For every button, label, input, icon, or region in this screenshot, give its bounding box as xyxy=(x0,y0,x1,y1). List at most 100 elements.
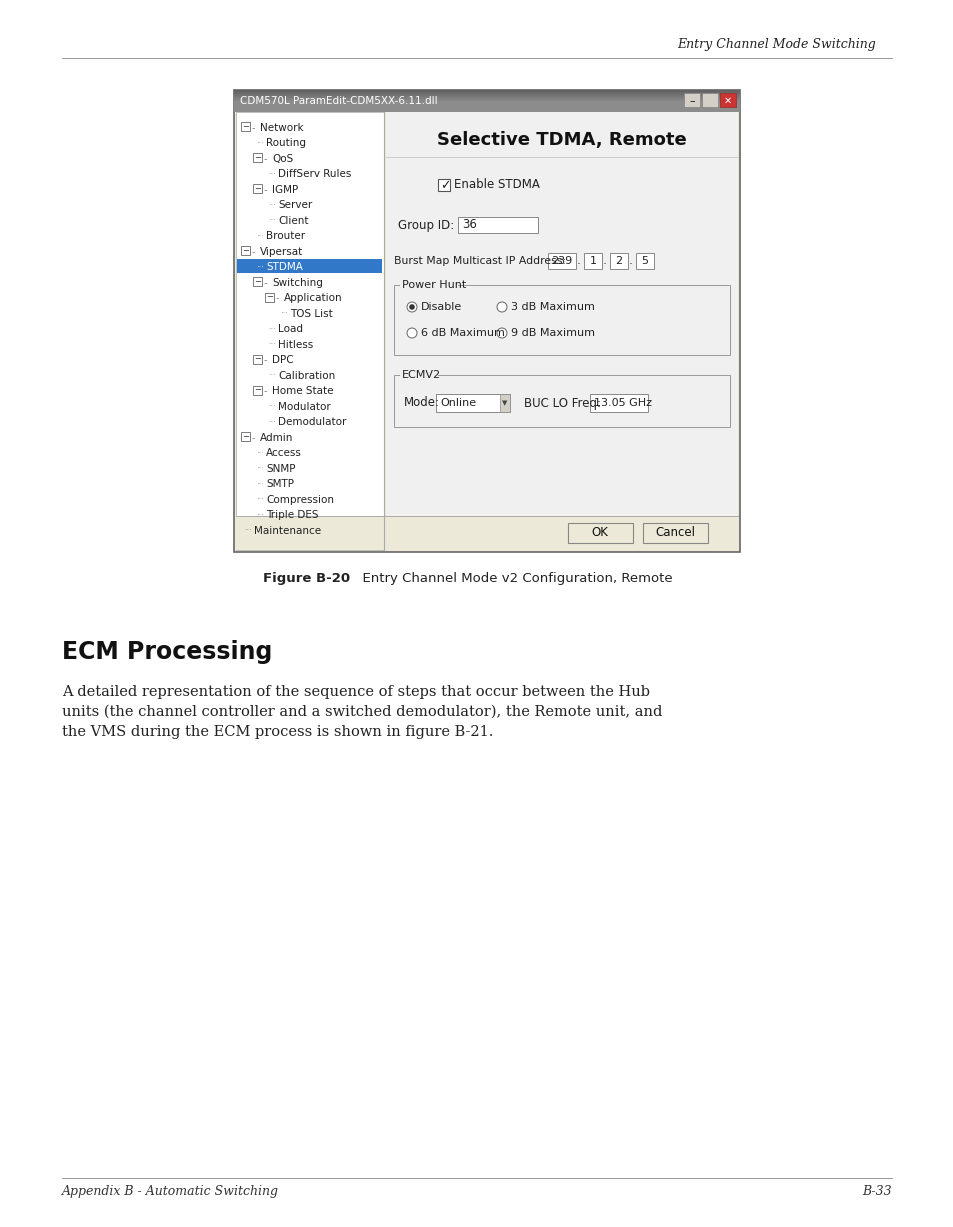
Text: Compression: Compression xyxy=(266,494,334,504)
Circle shape xyxy=(497,302,506,312)
Text: Enable STDMA: Enable STDMA xyxy=(454,178,539,191)
Text: −: − xyxy=(253,277,261,286)
Text: ···: ··· xyxy=(268,340,275,350)
Text: 36: 36 xyxy=(461,218,476,232)
Text: −: − xyxy=(253,355,261,363)
Bar xyxy=(399,280,457,290)
Text: IGMP: IGMP xyxy=(272,185,298,195)
Bar xyxy=(547,253,576,269)
Text: ···: ··· xyxy=(255,480,264,488)
Text: Hitless: Hitless xyxy=(277,340,313,350)
Text: ···: ··· xyxy=(268,325,275,334)
Text: .: . xyxy=(602,254,606,267)
Text: 13.05 GHz: 13.05 GHz xyxy=(594,398,651,409)
Text: Switching: Switching xyxy=(272,277,322,288)
Text: ···: ··· xyxy=(255,449,264,458)
Text: −: − xyxy=(266,292,273,302)
Text: Figure B-20: Figure B-20 xyxy=(263,572,350,585)
Text: Cancel: Cancel xyxy=(655,526,695,540)
Text: SMTP: SMTP xyxy=(266,480,294,490)
Bar xyxy=(233,90,740,552)
Text: ···: ··· xyxy=(244,526,252,535)
Text: -: - xyxy=(264,356,271,366)
Text: DiffServ Rules: DiffServ Rules xyxy=(277,169,351,179)
Bar xyxy=(567,523,633,544)
Text: Maintenance: Maintenance xyxy=(253,525,321,536)
Text: A detailed representation of the sequence of steps that occur between the Hub: A detailed representation of the sequenc… xyxy=(62,685,649,699)
Bar xyxy=(235,517,738,550)
Bar xyxy=(720,93,735,107)
Bar xyxy=(701,93,718,107)
Text: Client: Client xyxy=(277,216,308,226)
Text: Group ID:: Group ID: xyxy=(397,218,454,232)
Text: Home State: Home State xyxy=(272,387,334,396)
Text: Burst Map Multicast IP Address:: Burst Map Multicast IP Address: xyxy=(394,256,565,266)
Bar xyxy=(589,394,647,412)
Text: units (the channel controller and a switched demodulator), the Remote unit, and: units (the channel controller and a swit… xyxy=(62,706,661,719)
Text: -: - xyxy=(252,247,258,256)
Text: Brouter: Brouter xyxy=(266,231,305,242)
Text: .: . xyxy=(628,254,633,267)
Text: Routing: Routing xyxy=(266,139,306,148)
Text: ···: ··· xyxy=(268,169,275,179)
Bar xyxy=(241,121,250,131)
Text: -: - xyxy=(264,185,271,195)
Text: ···: ··· xyxy=(255,496,264,504)
Text: ···: ··· xyxy=(268,201,275,210)
Text: −: − xyxy=(242,432,249,440)
Text: ECM Processing: ECM Processing xyxy=(62,640,273,664)
Text: 9 dB Maximum: 9 dB Maximum xyxy=(511,328,595,337)
Text: QoS: QoS xyxy=(272,153,293,163)
Text: Entry Channel Mode v2 Configuration, Remote: Entry Channel Mode v2 Configuration, Rem… xyxy=(354,572,672,585)
Text: ECMV2: ECMV2 xyxy=(401,371,440,380)
Bar xyxy=(233,90,740,112)
Text: .: . xyxy=(577,254,580,267)
Bar xyxy=(386,112,738,517)
Bar xyxy=(436,394,510,412)
Text: −: − xyxy=(242,121,249,131)
Bar xyxy=(241,432,250,440)
Text: 3 dB Maximum: 3 dB Maximum xyxy=(511,302,595,312)
Bar xyxy=(636,253,654,269)
Text: Triple DES: Triple DES xyxy=(266,510,318,520)
Text: OK: OK xyxy=(591,526,608,540)
Text: ···: ··· xyxy=(255,263,264,271)
Text: the VMS during the ECM process is shown in figure B-21.: the VMS during the ECM process is shown … xyxy=(62,725,493,739)
Text: 5: 5 xyxy=(640,256,648,266)
Text: ···: ··· xyxy=(268,372,275,380)
Bar xyxy=(683,93,700,107)
Text: Application: Application xyxy=(284,293,342,303)
Text: -: - xyxy=(252,433,258,443)
Text: Calibration: Calibration xyxy=(277,371,335,380)
Text: −: − xyxy=(253,385,261,395)
Text: -: - xyxy=(264,277,271,288)
Bar xyxy=(235,112,384,550)
Text: −: − xyxy=(253,184,261,193)
Text: ···: ··· xyxy=(255,232,264,240)
Circle shape xyxy=(407,302,416,312)
Text: -: - xyxy=(264,387,271,396)
Bar xyxy=(399,371,437,380)
Text: –: – xyxy=(688,96,694,106)
Bar xyxy=(457,217,537,233)
Bar xyxy=(642,523,707,544)
Text: ···: ··· xyxy=(280,309,288,318)
Text: STDMA: STDMA xyxy=(266,263,302,272)
Text: ···: ··· xyxy=(268,216,275,226)
Bar xyxy=(253,277,262,286)
Text: Access: Access xyxy=(266,448,301,458)
Text: 239: 239 xyxy=(551,256,572,266)
Text: Admin: Admin xyxy=(260,433,294,443)
Text: Appendix B - Automatic Switching: Appendix B - Automatic Switching xyxy=(62,1185,278,1198)
Text: ···: ··· xyxy=(255,139,264,147)
Bar xyxy=(253,184,262,193)
Text: BUC LO Freq:: BUC LO Freq: xyxy=(523,396,600,410)
Bar xyxy=(253,385,262,395)
Text: ▼: ▼ xyxy=(502,400,507,406)
Text: -: - xyxy=(264,153,271,163)
Text: -: - xyxy=(275,293,282,303)
Text: B-33: B-33 xyxy=(862,1185,891,1198)
Text: ✕: ✕ xyxy=(723,96,731,106)
Text: −: − xyxy=(242,245,249,255)
Text: Online: Online xyxy=(439,398,476,409)
